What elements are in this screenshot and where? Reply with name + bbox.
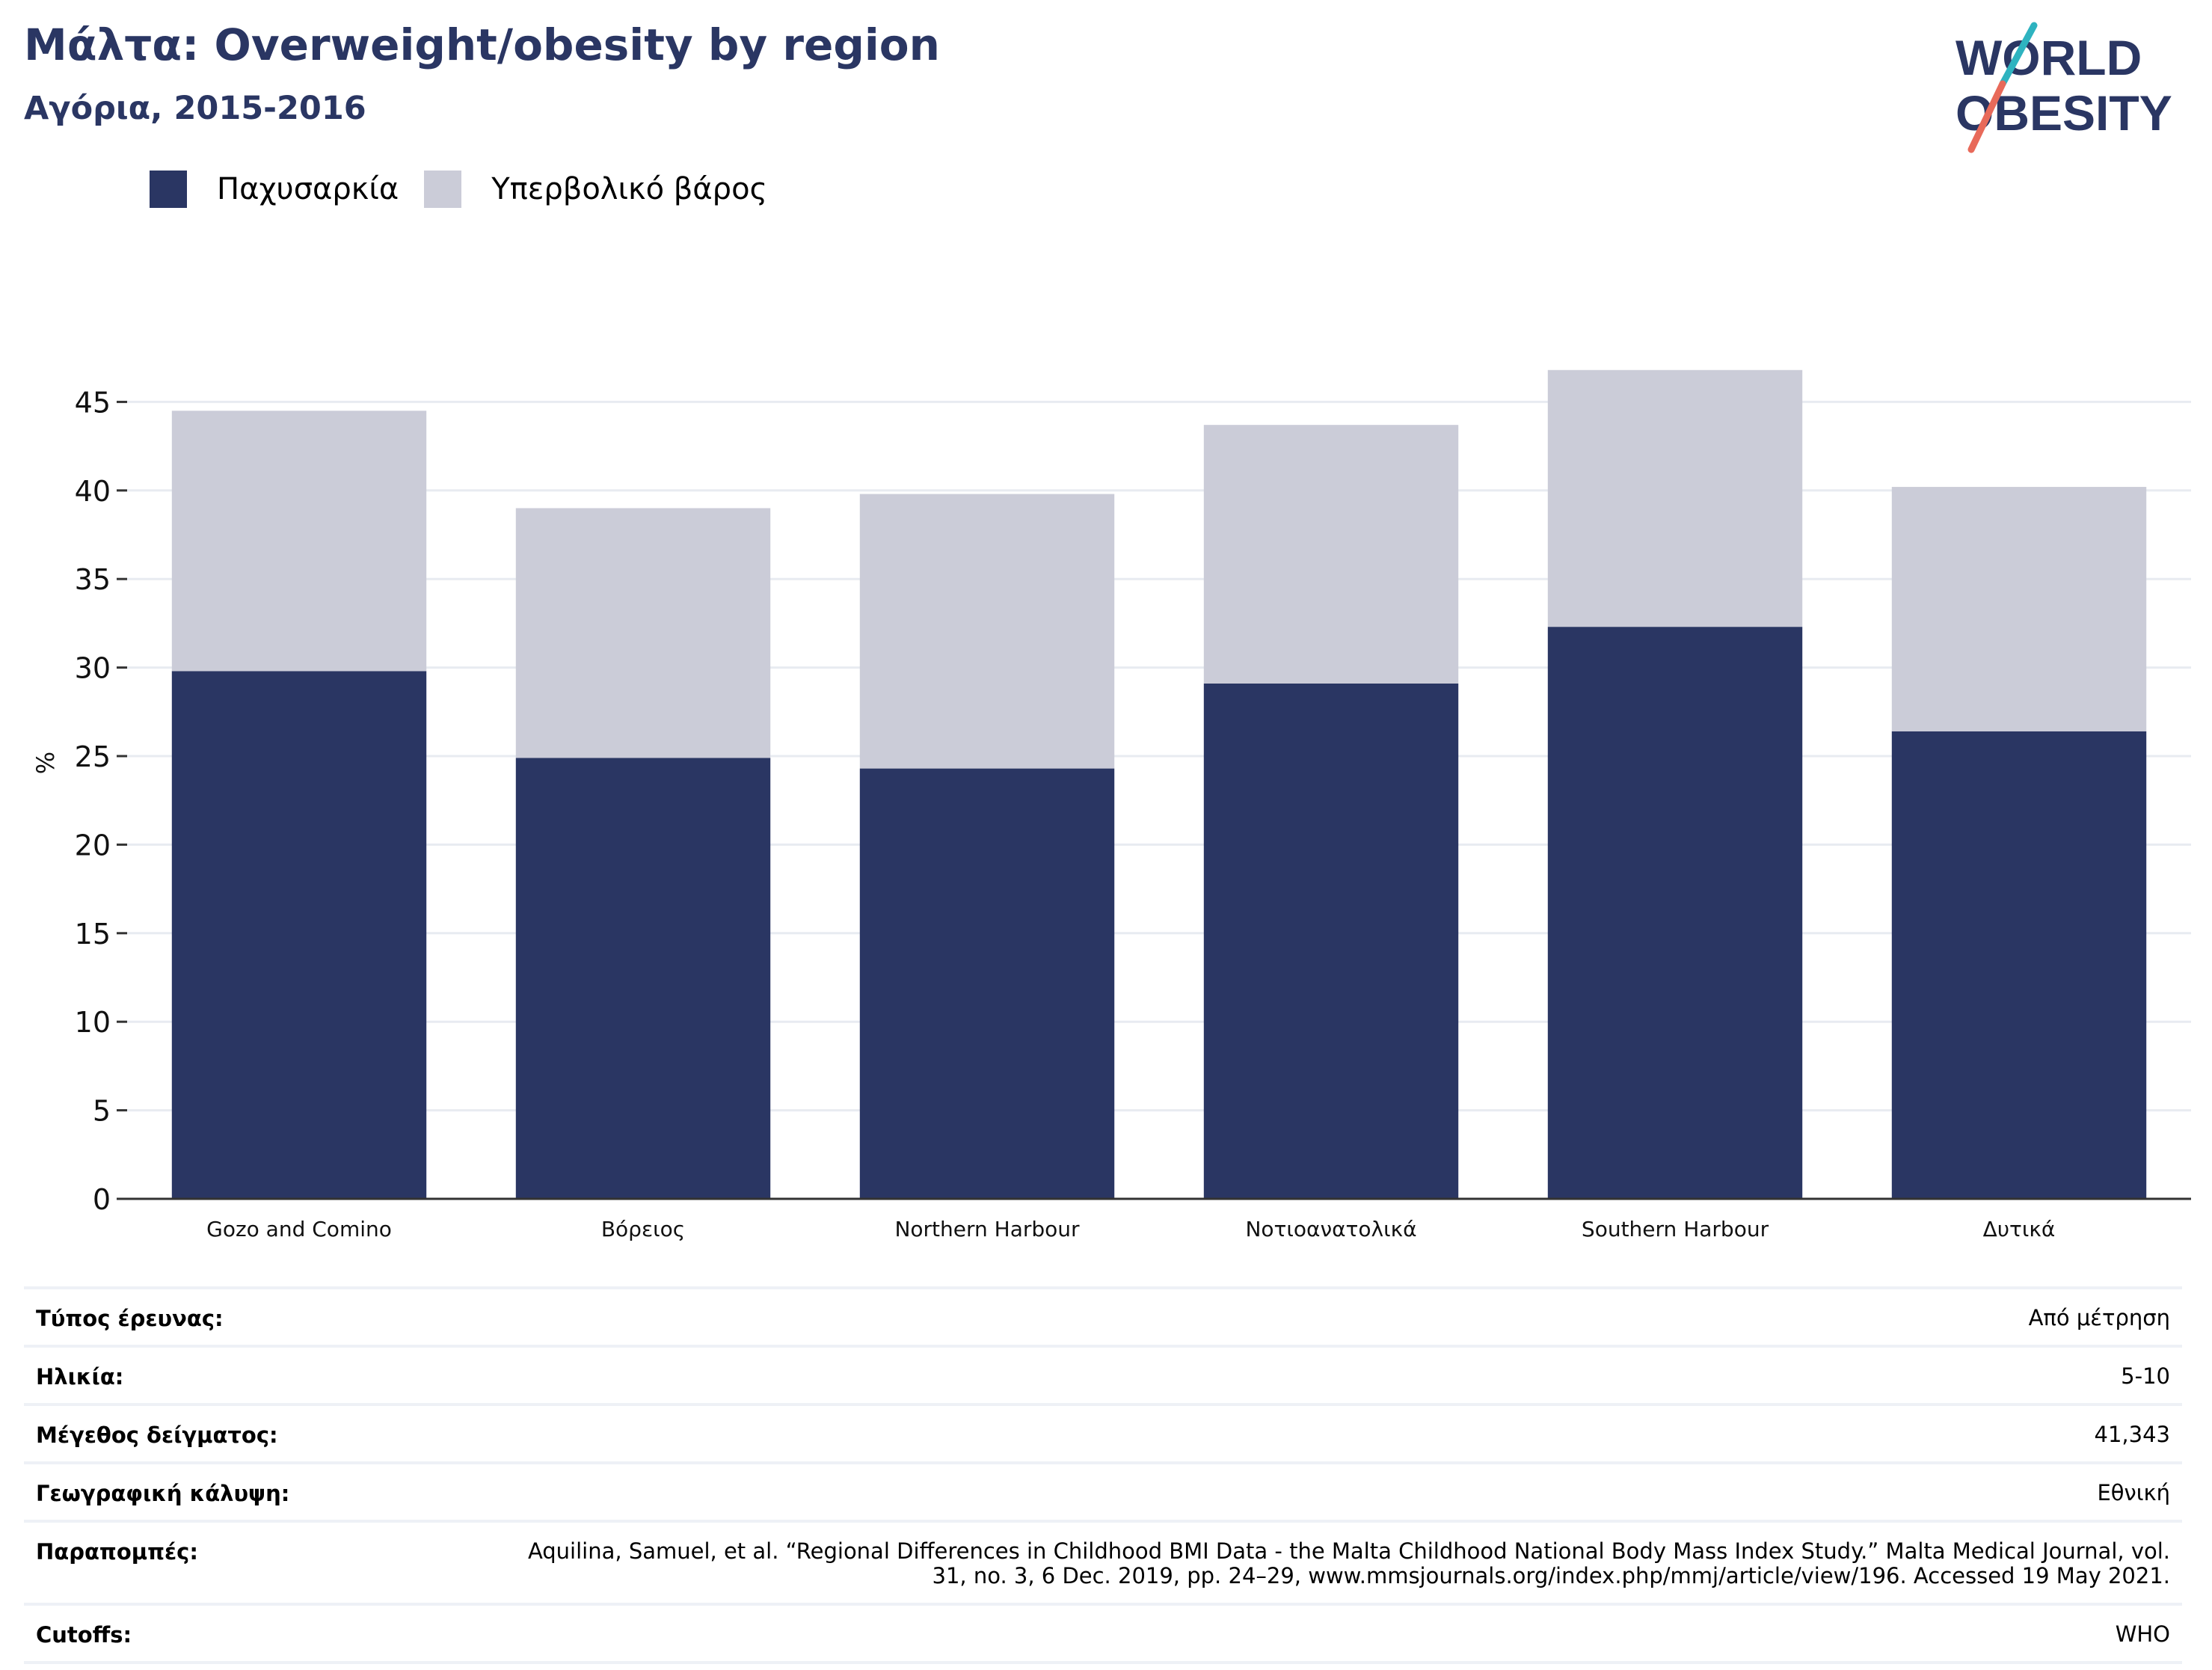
details-row: Cutoffs: WHO <box>24 1602 2182 1664</box>
x-tick-label: Νοτιοανατολικά <box>1245 1217 1416 1241</box>
y-tick-label: 45 <box>75 386 111 419</box>
details-value: WHO <box>2115 1621 2170 1647</box>
y-tick-label: 40 <box>75 475 111 508</box>
bar-overweight <box>515 508 771 758</box>
details-label: Παραπομπές: <box>36 1539 198 1565</box>
survey-details-table: Τύπος έρευνας: Από μέτρηση Ηλικία: 5-10 Μέγε… <box>24 1286 2182 1664</box>
x-tick-label: Southern Harbour <box>1582 1217 1769 1241</box>
bar-overweight <box>1547 369 1803 627</box>
details-row: Τύπος έρευνας: Από μέτρηση <box>24 1286 2182 1345</box>
bar-overweight <box>1891 487 2147 731</box>
y-tick-label: 10 <box>75 1006 111 1039</box>
legend: Παχυσαρκία Υπερβολικό βάρος <box>150 171 793 208</box>
legend-label-overweight: Υπερβολικό βάρος <box>491 172 768 206</box>
legend-swatch-overweight <box>424 171 462 208</box>
y-tick-label: 5 <box>93 1095 111 1128</box>
details-row: Ηλικία: 5-10 <box>24 1345 2182 1403</box>
y-tick-label: 25 <box>75 740 111 773</box>
x-tick-label: Gozo and Comino <box>206 1217 392 1241</box>
bar-obesity <box>859 768 1115 1199</box>
y-tick-label: 0 <box>93 1183 111 1216</box>
details-label: Ηλικία: <box>36 1364 124 1390</box>
x-tick-label: Northern Harbour <box>894 1217 1080 1241</box>
bar-obesity <box>1547 627 1803 1199</box>
y-tick-label: 35 <box>75 563 111 596</box>
details-value: 41,343 <box>2094 1422 2170 1447</box>
details-label: Γεωγραφική κάλυψη: <box>36 1481 290 1506</box>
x-tick-label: Δυτικά <box>1983 1217 2056 1241</box>
legend-label-obesity: Παχυσαρκία <box>217 172 399 206</box>
bar-overweight <box>859 494 1115 769</box>
bar-obesity <box>1203 683 1459 1199</box>
bar-obesity <box>171 671 427 1199</box>
details-value: Εθνική <box>2097 1480 2170 1505</box>
bar-overweight <box>171 411 427 672</box>
legend-swatch-obesity <box>150 171 187 208</box>
stacked-bar-chart: 0 5 10 15 20 25 30 35 40 45% Gozo and Comino Βόρειο… <box>31 369 2191 1241</box>
details-label: Cutoffs: <box>36 1621 132 1648</box>
legend-item-overweight: Υπερβολικό βάρος <box>424 171 767 208</box>
details-label: Μέγεθος δείγματος: <box>36 1422 278 1448</box>
details-row: Γεωγραφική κάλυψη: Εθνική <box>24 1461 2182 1520</box>
svg-text:WORLD: WORLD <box>1956 30 2142 85</box>
details-value: 5-10 <box>2121 1363 2170 1389</box>
details-label: Τύπος έρευνας: <box>36 1306 224 1331</box>
chart-subtitle: Αγόρια, 2015-2016 <box>24 90 366 127</box>
x-tick-label: Βόρειος <box>601 1217 685 1241</box>
y-tick-label: 15 <box>75 918 111 951</box>
world-obesity-logo: WORLD OBESITY <box>1956 22 2172 153</box>
details-row: Μέγεθος δείγματος: 41,343 <box>24 1403 2182 1461</box>
details-row: Παραπομπές: Aquilina, Samuel, et al. “Reg… <box>24 1520 2182 1603</box>
y-axis-label: % <box>31 752 60 774</box>
bar-obesity <box>1891 731 2147 1199</box>
bar-overweight <box>1203 425 1459 684</box>
legend-item-obesity: Παχυσαρκία <box>150 171 399 208</box>
bar-obesity <box>515 758 771 1199</box>
y-tick-label: 20 <box>75 829 111 862</box>
details-value: Από μέτρηση <box>2028 1305 2170 1330</box>
chart-title: Μάλτα: Overweight/obesity by region <box>24 19 940 70</box>
y-tick-label: 30 <box>75 652 111 685</box>
details-value: Aquilina, Samuel, et al. “Regional Diffe… <box>527 1538 2170 1589</box>
